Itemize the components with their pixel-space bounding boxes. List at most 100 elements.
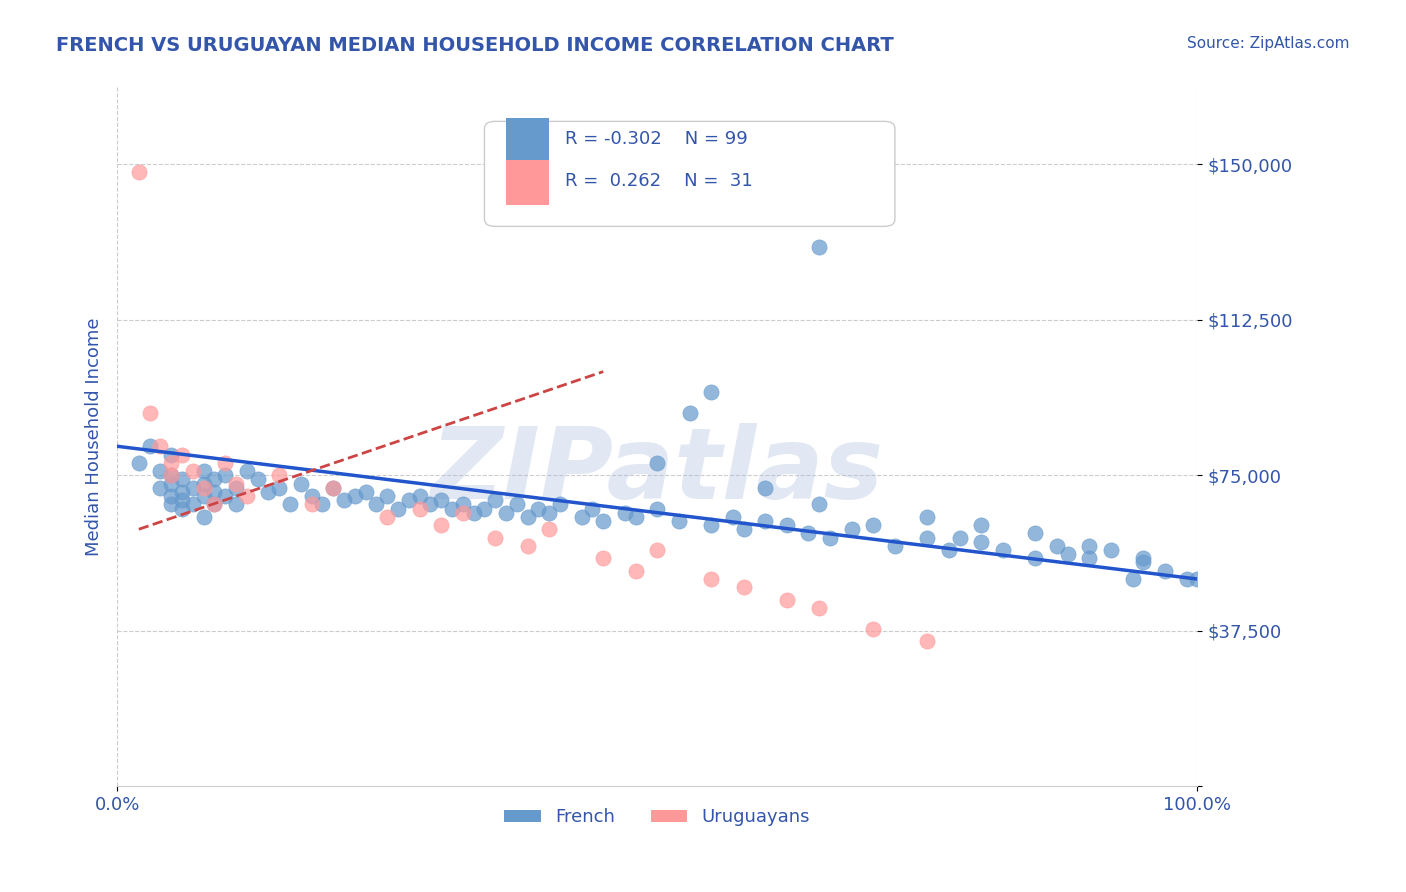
- Point: [700, 518, 723, 533]
- Point: [430, 493, 453, 508]
- Point: [214, 456, 236, 470]
- Point: [624, 564, 647, 578]
- Point: [322, 481, 344, 495]
- Point: [128, 165, 150, 179]
- Point: [754, 514, 776, 528]
- Point: [193, 509, 215, 524]
- Point: [862, 518, 884, 533]
- Point: [278, 497, 301, 511]
- Point: [160, 456, 183, 470]
- Point: [225, 497, 247, 511]
- Point: [938, 543, 960, 558]
- Point: [495, 506, 517, 520]
- Point: [160, 476, 183, 491]
- FancyBboxPatch shape: [506, 160, 550, 205]
- Point: [624, 509, 647, 524]
- Point: [160, 497, 183, 511]
- Point: [375, 509, 398, 524]
- Point: [170, 473, 193, 487]
- Point: [506, 497, 529, 511]
- Point: [193, 476, 215, 491]
- Point: [474, 501, 496, 516]
- Point: [343, 489, 366, 503]
- Point: [430, 518, 453, 533]
- Point: [225, 476, 247, 491]
- Point: [1078, 551, 1101, 566]
- Point: [645, 501, 668, 516]
- Point: [841, 522, 863, 536]
- Point: [776, 518, 799, 533]
- Point: [991, 543, 1014, 558]
- Point: [949, 531, 972, 545]
- Point: [917, 634, 939, 648]
- Point: [668, 514, 690, 528]
- Point: [527, 501, 550, 516]
- Point: [463, 506, 485, 520]
- Point: [149, 439, 172, 453]
- Point: [170, 493, 193, 508]
- Point: [149, 464, 172, 478]
- Point: [193, 489, 215, 503]
- Point: [592, 514, 614, 528]
- Point: [160, 468, 183, 483]
- Point: [754, 481, 776, 495]
- Point: [571, 509, 593, 524]
- Text: FRENCH VS URUGUAYAN MEDIAN HOUSEHOLD INCOME CORRELATION CHART: FRENCH VS URUGUAYAN MEDIAN HOUSEHOLD INC…: [56, 36, 894, 54]
- Point: [862, 622, 884, 636]
- Point: [202, 484, 225, 499]
- Point: [538, 522, 561, 536]
- Point: [322, 481, 344, 495]
- Point: [592, 551, 614, 566]
- Point: [451, 497, 474, 511]
- Y-axis label: Median Household Income: Median Household Income: [86, 318, 103, 556]
- Point: [193, 464, 215, 478]
- Point: [138, 439, 160, 453]
- Point: [516, 539, 538, 553]
- Point: [160, 489, 183, 503]
- Point: [581, 501, 603, 516]
- Point: [214, 468, 236, 483]
- Point: [246, 473, 269, 487]
- Point: [645, 456, 668, 470]
- Point: [516, 509, 538, 524]
- Point: [301, 489, 323, 503]
- Point: [1122, 572, 1144, 586]
- Point: [257, 484, 280, 499]
- Point: [548, 497, 571, 511]
- Point: [808, 497, 831, 511]
- Point: [1056, 547, 1078, 561]
- Point: [970, 534, 993, 549]
- Point: [170, 501, 193, 516]
- Point: [1099, 543, 1122, 558]
- Point: [679, 406, 702, 420]
- Text: R =  0.262    N =  31: R = 0.262 N = 31: [565, 172, 754, 190]
- Point: [138, 406, 160, 420]
- Point: [441, 501, 464, 516]
- Point: [236, 489, 259, 503]
- FancyBboxPatch shape: [485, 121, 894, 227]
- Legend: French, Uruguayans: French, Uruguayans: [498, 801, 817, 833]
- Point: [387, 501, 409, 516]
- Point: [700, 385, 723, 400]
- Point: [366, 497, 388, 511]
- Point: [917, 509, 939, 524]
- Point: [733, 580, 755, 594]
- Point: [181, 464, 204, 478]
- Point: [808, 240, 831, 254]
- Point: [408, 489, 430, 503]
- Point: [776, 592, 799, 607]
- Point: [538, 506, 561, 520]
- Point: [193, 481, 215, 495]
- Point: [1046, 539, 1069, 553]
- Point: [398, 493, 420, 508]
- Point: [808, 601, 831, 615]
- Point: [1187, 572, 1209, 586]
- Point: [1024, 526, 1046, 541]
- Point: [1132, 551, 1154, 566]
- Point: [1175, 572, 1198, 586]
- Point: [202, 497, 225, 511]
- Point: [160, 448, 183, 462]
- Point: [214, 489, 236, 503]
- Point: [1024, 551, 1046, 566]
- Point: [202, 473, 225, 487]
